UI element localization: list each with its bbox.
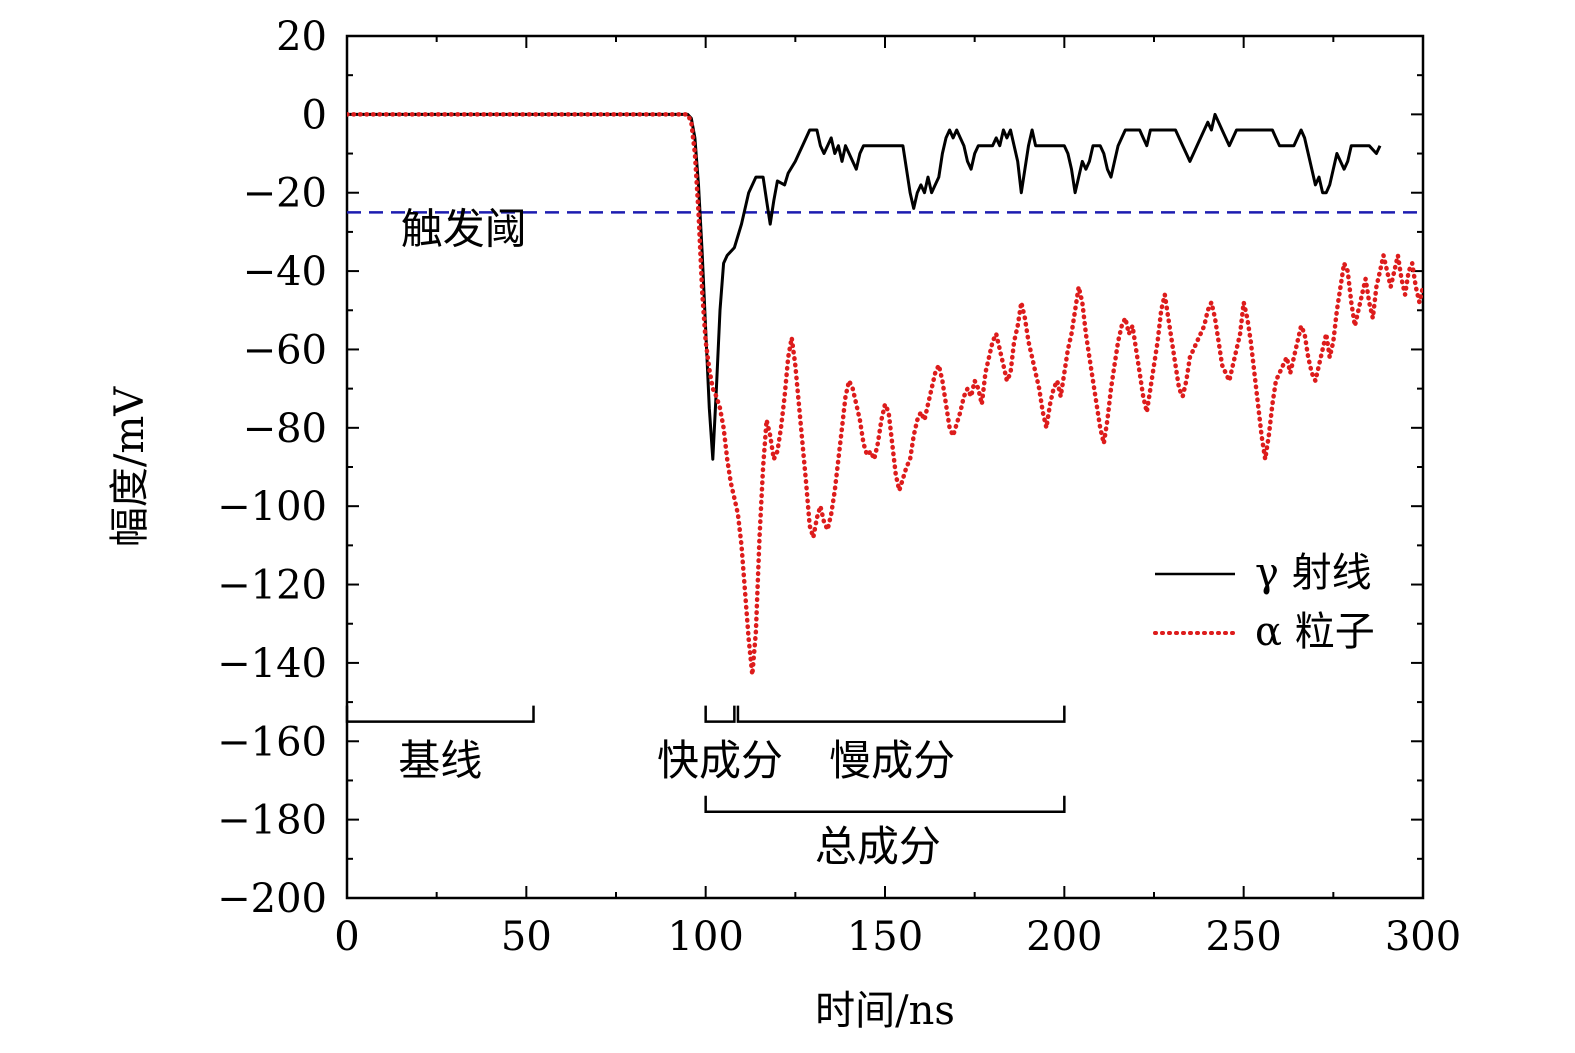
x-tick-label: 150 (847, 914, 923, 960)
legend-label-gamma: γ 射线 (1255, 550, 1372, 596)
bracket-label: 慢成分 (829, 736, 955, 785)
series-layer (347, 112, 1423, 677)
series-line-0 (347, 112, 1382, 461)
y-tick-label: −60 (243, 327, 327, 373)
bracket-label: 总成分 (815, 822, 941, 871)
y-tick-label: −120 (217, 563, 327, 609)
y-tick-label: −180 (217, 798, 327, 844)
legend-label-alpha: α 粒子 (1255, 609, 1375, 655)
ticks (346, 35, 1424, 899)
x-tick-label: 100 (667, 914, 743, 960)
bracket-line (345, 705, 535, 723)
y-axis-title: 幅度/mV (107, 386, 153, 547)
y-tick-label: −80 (243, 406, 327, 452)
y-tick-label: −100 (217, 484, 327, 530)
y-tick-label: 0 (302, 92, 327, 138)
bracket-label: 基线 (398, 736, 482, 785)
y-tick-label: −200 (217, 876, 327, 922)
x-axis-title: 时间/ns (815, 988, 955, 1034)
bracket-line (704, 705, 736, 723)
y-tick-label: −140 (217, 641, 327, 687)
tick-labels: 0 50 100 150 200 250 300200−20−40−60−80−100−12… (217, 14, 1461, 960)
bracket-label: 快成分 (657, 736, 783, 785)
bracket: 慢成分 (736, 705, 1066, 785)
y-tick-label: −40 (243, 249, 327, 295)
y-tick-label: 20 (276, 14, 327, 60)
x-tick-label: 300 (1385, 914, 1461, 960)
x-tick-label: 50 (501, 914, 552, 960)
x-tick-label: 250 (1205, 914, 1281, 960)
bracket-line (704, 795, 1066, 814)
threshold-label: 触发阈 (401, 205, 527, 254)
bracket: 基线 (345, 705, 535, 785)
bracket-line (736, 705, 1066, 723)
y-tick-label: −20 (243, 171, 327, 217)
legend: γ 射线 α 粒子 (1153, 550, 1375, 655)
bracket: 快成分 (657, 705, 783, 785)
bracket: 总成分 (704, 795, 1066, 871)
x-tick-label: 200 (1026, 914, 1102, 960)
y-tick-label: −160 (217, 719, 327, 765)
x-tick-label: 0 (334, 914, 359, 960)
